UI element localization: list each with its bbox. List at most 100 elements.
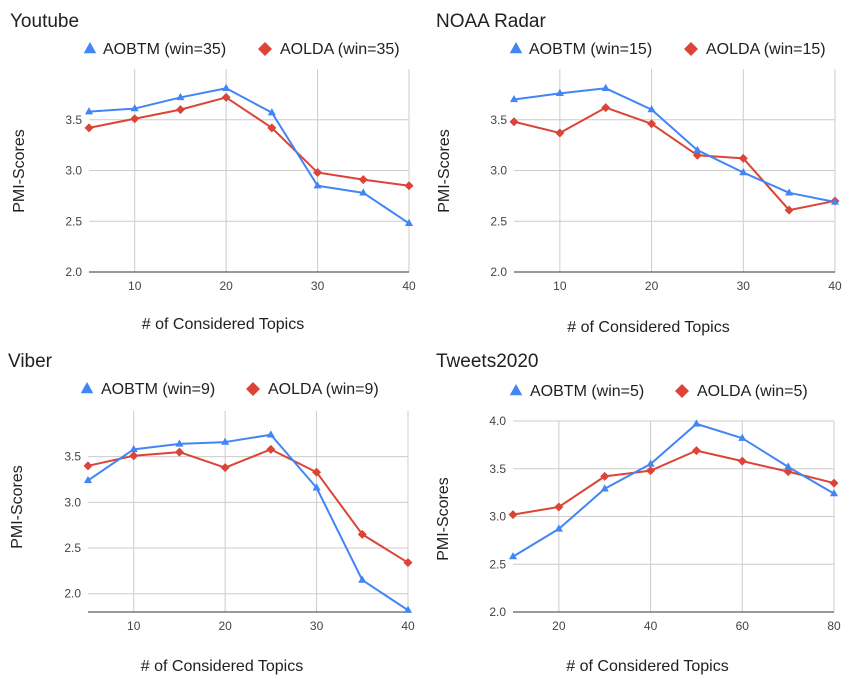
chart-3-series-1-point-7 xyxy=(358,575,367,583)
chart-2-series-2-point-2 xyxy=(555,128,565,138)
chart-1-x-axis-label: # of Considered Topics xyxy=(142,316,304,333)
chart-3-y-axis-label: PMI-Scores xyxy=(9,465,26,549)
chart-4-x-axis-label: # of Considered Topics xyxy=(566,658,728,675)
chart-1-series-1-point-6 xyxy=(313,181,322,189)
chart-2-series-1-point-2 xyxy=(555,88,564,97)
chart-3-legend-label-1: AOBTM (win=9) xyxy=(101,381,215,398)
chart-4-y-axis-label: PMI-Scores xyxy=(435,477,452,561)
chart-1-series-1-point-7 xyxy=(359,188,368,196)
chart-4-y-tick-4: 3.5 xyxy=(489,462,506,476)
chart-1-series-1-point-8 xyxy=(404,218,414,226)
chart-1-legend-marker-1 xyxy=(83,42,97,54)
chart-4-series-1-point-3 xyxy=(600,484,609,492)
chart-2-x-tick-4: 40 xyxy=(828,279,842,293)
chart-1-y-tick-1: 2.0 xyxy=(65,265,82,279)
chart-3-series-line-2 xyxy=(87,448,409,564)
chart-2-legend-label-1: AOBTM (win=15) xyxy=(529,41,652,58)
chart-4-series-2-point-8 xyxy=(829,478,839,488)
chart-2-legend-marker-2 xyxy=(684,42,698,56)
chart-2-series-1-point-6 xyxy=(739,168,748,176)
chart-3-series-1-point-3 xyxy=(175,439,184,447)
chart-1-series-2-point-8 xyxy=(404,181,414,191)
chart-4-series-2-point-3 xyxy=(600,471,610,481)
chart-3-x-tick-1: 10 xyxy=(127,619,141,633)
chart-3-series-2-point-6 xyxy=(312,467,322,477)
chart-1-legend-marker-2 xyxy=(258,42,272,56)
chart-4-x-tick-1: 20 xyxy=(552,619,566,633)
chart-1-series-1-point-3 xyxy=(176,92,185,101)
chart-4-title: Tweets2020 xyxy=(436,351,538,372)
chart-3-y-tick-2: 2.5 xyxy=(64,541,81,555)
chart-3-series-1-point-2 xyxy=(129,444,138,453)
chart-3-series-2-point-4 xyxy=(220,463,230,473)
chart-1-series-2-point-3 xyxy=(175,105,185,115)
chart-2-series-2-point-3 xyxy=(601,103,611,113)
chart-4-x-tick-2: 40 xyxy=(644,619,658,633)
chart-2-y-tick-3: 3.0 xyxy=(490,164,507,178)
chart-2-series-2-point-7 xyxy=(784,205,794,215)
chart-4-x-tick-3: 60 xyxy=(736,619,750,633)
chart-3-series-1-point-5 xyxy=(266,430,275,438)
chart-3-series-1-point-4 xyxy=(221,437,230,445)
chart-2-title: NOAA Radar xyxy=(436,11,546,32)
chart-1-y-tick-2: 2.5 xyxy=(65,214,82,228)
chart-1-series-1-point-1 xyxy=(84,107,94,115)
chart-3-x-tick-2: 20 xyxy=(218,619,232,633)
chart-4-series-1-point-2 xyxy=(554,524,563,532)
chart-3-y-tick-4: 3.5 xyxy=(64,450,81,464)
chart-3-legend-marker-1 xyxy=(80,382,94,394)
chart-1-series-line-1 xyxy=(88,87,410,225)
chart-3-y-tick-1: 2.0 xyxy=(64,587,81,601)
chart-3-legend-label-2: AOLDA (win=9) xyxy=(268,381,379,398)
chart-3-series-2-point-7 xyxy=(357,529,367,539)
chart-2-series-2-point-4 xyxy=(647,119,657,129)
chart-1-y-axis-label: PMI-Scores xyxy=(11,129,28,213)
chart-4-y-tick-1: 2.0 xyxy=(489,605,506,619)
chart-4-series-1-point-4 xyxy=(646,459,655,467)
chart-4-y-tick-3: 3.0 xyxy=(489,510,506,524)
chart-2-x-tick-2: 20 xyxy=(645,279,659,293)
chart-1-series-line-2 xyxy=(88,96,410,187)
chart-1-series-2-point-7 xyxy=(358,175,368,185)
chart-3-series-1-point-6 xyxy=(312,483,321,491)
chart-1-title: Youtube xyxy=(10,11,79,32)
chart-4-y-tick-2: 2.5 xyxy=(489,557,506,571)
chart-1-x-tick-3: 30 xyxy=(311,279,325,293)
chart-4-series-2-point-5 xyxy=(691,446,701,456)
chart-1-series-1-point-2 xyxy=(130,104,139,112)
chart-1-y-tick-3: 3.0 xyxy=(65,164,82,178)
chart-3-series-2-point-1 xyxy=(83,461,93,471)
chart-4-series-2-point-6 xyxy=(737,456,747,466)
chart-4-legend-label-1: AOBTM (win=5) xyxy=(530,383,644,400)
chart-4-x-tick-4: 80 xyxy=(827,619,841,633)
chart-1-legend-label-1: AOBTM (win=35) xyxy=(103,41,226,58)
chart-2-series-2-point-6 xyxy=(738,153,748,163)
chart-2-series-line-1 xyxy=(513,87,836,203)
chart-4-series-2-point-1 xyxy=(508,510,518,520)
chart-3-series-2-point-2 xyxy=(129,451,139,461)
chart-2-legend-label-2: AOLDA (win=15) xyxy=(706,41,826,58)
chart-1-x-tick-4: 40 xyxy=(402,279,416,293)
chart-1-y-tick-4: 3.5 xyxy=(65,113,82,127)
chart-4-series-line-2 xyxy=(512,449,835,516)
chart-3-series-line-1 xyxy=(87,433,409,612)
chart-2-series-1-point-8 xyxy=(830,197,840,205)
chart-1-series-2-point-6 xyxy=(313,168,323,178)
chart-3-series-2-point-8 xyxy=(403,558,413,568)
chart-3-title: Viber xyxy=(8,351,53,372)
chart-1-x-tick-1: 10 xyxy=(128,279,142,293)
chart-1-legend-label-2: AOLDA (win=35) xyxy=(280,41,400,58)
chart-4-y-tick-5: 4.0 xyxy=(489,414,506,428)
chart-3-x-tick-3: 30 xyxy=(310,619,324,633)
chart-4-legend-label-2: AOLDA (win=5) xyxy=(697,383,808,400)
chart-2-series-1-point-7 xyxy=(785,188,794,196)
chart-4-series-1-point-1 xyxy=(508,552,518,560)
chart-2-y-tick-1: 2.0 xyxy=(490,265,507,279)
chart-1-series-2-point-1 xyxy=(84,123,94,133)
chart-2-x-tick-1: 10 xyxy=(553,279,567,293)
chart-1-series-1-point-5 xyxy=(267,108,276,116)
chart-3-x-axis-label: # of Considered Topics xyxy=(141,658,303,675)
chart-4-series-line-1 xyxy=(512,422,835,558)
chart-4-series-2-point-2 xyxy=(554,502,564,512)
